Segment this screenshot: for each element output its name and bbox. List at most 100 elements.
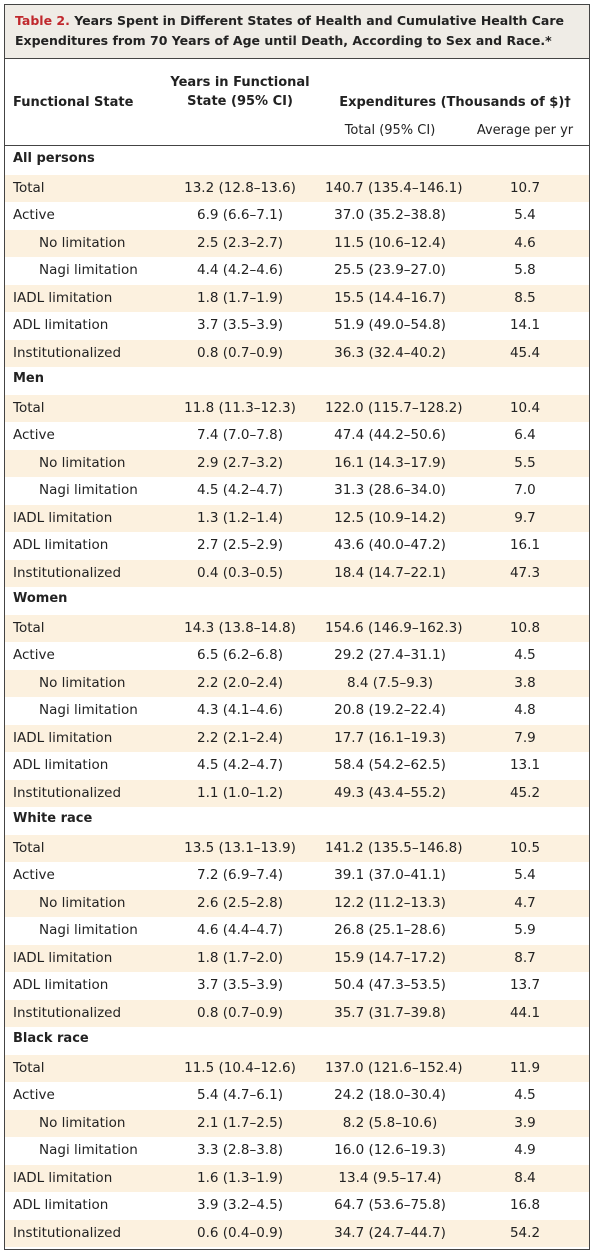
years-cell: 1.8 (1.7–1.9) [197,289,283,306]
total-cell: 11.5 (10.6–12.4) [334,234,446,251]
years-cell: 6.5 (6.2–6.8) [197,647,283,663]
header-state: Functional State [13,95,134,110]
table-row [5,449,589,477]
average-cell: 3.8 [514,674,536,691]
row-label: Active [13,1087,55,1103]
table-row [5,1054,589,1082]
table-row [5,944,589,972]
years-cell: 2.5 (2.3–2.7) [197,234,283,251]
table-row [5,504,589,532]
years-cell: 1.1 (1.0–1.2) [197,784,283,801]
row-label: No limitation [39,1114,126,1131]
years-cell: 4.4 (4.2–4.6) [197,262,283,278]
years-cell: 14.3 (13.8–14.8) [184,619,296,636]
row-label: Total [13,179,45,196]
years-cell: 13.5 (13.1–13.9) [184,839,296,856]
average-cell: 4.7 [514,894,536,911]
table-row [5,284,589,312]
row-label: Active [13,207,55,223]
years-cell: 5.4 (4.7–6.1) [197,1087,283,1103]
years-cell: 7.2 (6.9–7.4) [197,867,283,883]
row-label: IADL limitation [13,729,113,746]
row-label: ADL limitation [13,757,109,773]
row-label: No limitation [39,674,126,691]
average-cell: 13.1 [509,757,541,773]
total-cell: 17.7 (16.1–19.3) [334,729,446,746]
header-years: Years in Functional State (95% CI) [170,75,310,109]
table-label: Table 2. [15,13,70,28]
total-cell: 20.8 (19.2–22.4) [334,702,446,718]
row-label: Total [13,399,45,416]
table-row [5,174,589,202]
table-title: Years Spent in Different States of Healt… [15,13,564,48]
total-cell: 39.1 (37.0–41.1) [334,867,446,883]
average-cell: 4.5 [514,647,536,663]
table-row [5,669,589,697]
average-cell: 7.9 [514,729,536,746]
row-label: ADL limitation [13,317,109,333]
average-cell: 4.8 [514,702,536,718]
table-row [5,559,589,587]
years-cell: 11.5 (10.4–12.6) [184,1059,296,1076]
average-cell: 44.1 [509,1004,541,1021]
years-cell: 2.2 (2.0–2.4) [197,674,283,691]
years-cell: 7.4 (7.0–7.8) [197,427,283,443]
row-label: Total [13,839,45,856]
header-rule [5,145,589,146]
row-label: Institutionalized [13,564,122,581]
years-cell: 2.2 (2.1–2.4) [197,729,283,746]
years-cell: 4.6 (4.4–4.7) [197,922,283,938]
total-cell: 12.2 (11.2–13.3) [334,894,446,911]
table: Table 2. Years Spent in Different States… [4,4,590,1250]
years-cell: 2.7 (2.5–2.9) [197,537,283,553]
years-cell: 0.6 (0.4–0.9) [197,1224,283,1241]
table-row [5,999,589,1027]
years-cell: 3.7 (3.5–3.9) [197,977,283,993]
average-cell: 4.6 [514,234,536,251]
average-cell: 5.4 [514,207,536,223]
row-label: IADL limitation [13,949,113,966]
average-cell: 7.0 [514,482,536,498]
years-cell: 1.3 (1.2–1.4) [197,509,283,526]
row-label: ADL limitation [13,977,109,993]
years-cell: 2.9 (2.7–3.2) [197,454,283,471]
average-cell: 10.8 [509,619,541,636]
average-cell: 45.4 [509,344,541,361]
total-cell: 49.3 (43.4–55.2) [334,784,446,801]
average-cell: 5.9 [514,922,536,938]
row-label: Nagi limitation [39,922,138,938]
total-cell: 37.0 (35.2–38.8) [334,207,446,223]
years-cell: 0.8 (0.7–0.9) [197,1004,283,1021]
total-cell: 26.8 (25.1–28.6) [334,922,446,938]
row-label: No limitation [39,894,126,911]
years-cell: 2.6 (2.5–2.8) [197,894,283,911]
total-cell: 43.6 (40.0–47.2) [334,537,446,553]
years-cell: 6.9 (6.6–7.1) [197,207,283,223]
average-cell: 47.3 [509,564,541,581]
row-label: IADL limitation [13,289,113,306]
row-label: Nagi limitation [39,1142,138,1158]
row-label: ADL limitation [13,537,109,553]
table-row [5,779,589,807]
years-cell: 4.5 (4.2–4.7) [197,757,283,773]
total-cell: 8.4 (7.5–9.3) [347,674,433,691]
row-label: Institutionalized [13,784,122,801]
years-cell: 3.9 (3.2–4.5) [197,1197,283,1213]
years-cell: 1.6 (1.3–1.9) [197,1169,283,1186]
years-cell: 11.8 (11.3–12.3) [184,399,296,416]
total-cell: 154.6 (146.9–162.3) [325,619,463,636]
total-cell: 58.4 (54.2–62.5) [334,757,446,773]
row-label: Institutionalized [13,344,122,361]
table-row [5,339,589,367]
average-cell: 45.2 [509,784,541,801]
average-cell: 9.7 [514,509,536,526]
average-cell: 16.8 [509,1197,541,1213]
row-label: Active [13,427,55,443]
table-row [5,834,589,862]
years-cell: 3.3 (2.8–3.8) [197,1142,283,1158]
row-label: IADL limitation [13,509,113,526]
table-row [5,1109,589,1137]
total-cell: 13.4 (9.5–17.4) [338,1169,442,1186]
average-cell: 10.4 [509,399,541,416]
total-cell: 8.2 (5.8–10.6) [342,1114,438,1131]
